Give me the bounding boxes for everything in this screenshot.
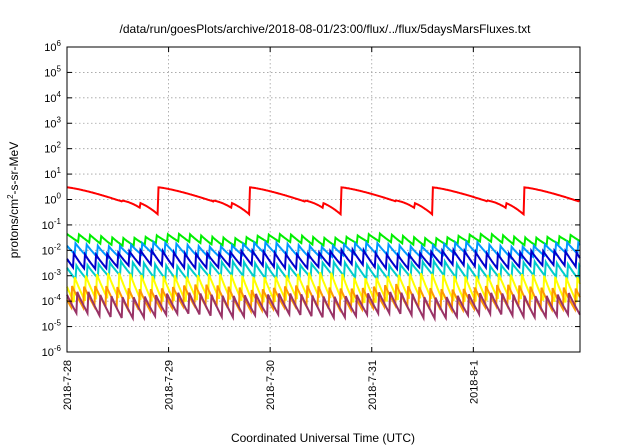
y-tick-label: 103 — [44, 115, 61, 130]
chart-title: /data/run/goesPlots/archive/2018-08-01/2… — [120, 22, 532, 36]
y-axis-label-superscript: 2 — [6, 194, 15, 199]
y-tick-label: 102 — [44, 141, 61, 156]
x-tick-label: 2018-7-29 — [164, 360, 176, 410]
series-lines — [66, 186, 581, 323]
y-axis-label-part1: protons/cm — [7, 199, 21, 258]
y-tick-label: 100 — [44, 192, 61, 207]
plot-frame — [66, 46, 581, 353]
y-tick-label: 10-3 — [42, 268, 62, 283]
series-line-1 — [67, 186, 581, 217]
series-line-4 — [66, 246, 581, 272]
axis-ticks — [66, 46, 580, 353]
x-tick-label: 2018-8-1 — [468, 360, 480, 404]
y-tick-label: 10-6 — [42, 344, 62, 359]
x-axis-label: Coordinated Universal Time (UTC) — [231, 431, 415, 445]
x-tick-label: 2018-7-28 — [62, 360, 74, 410]
y-tick-label: 101 — [44, 166, 61, 181]
y-tick-label: 104 — [44, 90, 61, 105]
y-axis-label: protons/cm2-s-sr-MeV — [6, 142, 21, 258]
x-tick-label: 2018-7-31 — [367, 360, 379, 410]
y-tick-label: 106 — [44, 39, 61, 54]
series-line-6 — [66, 272, 581, 304]
y-tick-label: 10-4 — [42, 293, 62, 308]
y-axis-label-part2: -s-sr-MeV — [7, 142, 21, 195]
y-tick-label: 105 — [44, 64, 61, 79]
y-tick-labels: 10-6 10-5 10-4 10-3 10-2 10-1 100 101 102 103 104 1… — [42, 39, 62, 359]
series-line-5 — [66, 257, 581, 283]
series-line-8 — [66, 291, 581, 323]
x-tick-labels: 2018-7-28 2018-7-29 2018-7-30 2018-7-31 2018… — [62, 360, 480, 410]
x-tick-label: 2018-7-30 — [265, 360, 277, 410]
y-tick-label: 10-5 — [42, 319, 62, 334]
y-tick-label: 10-2 — [42, 242, 62, 257]
y-tick-label: 10-1 — [42, 217, 62, 232]
